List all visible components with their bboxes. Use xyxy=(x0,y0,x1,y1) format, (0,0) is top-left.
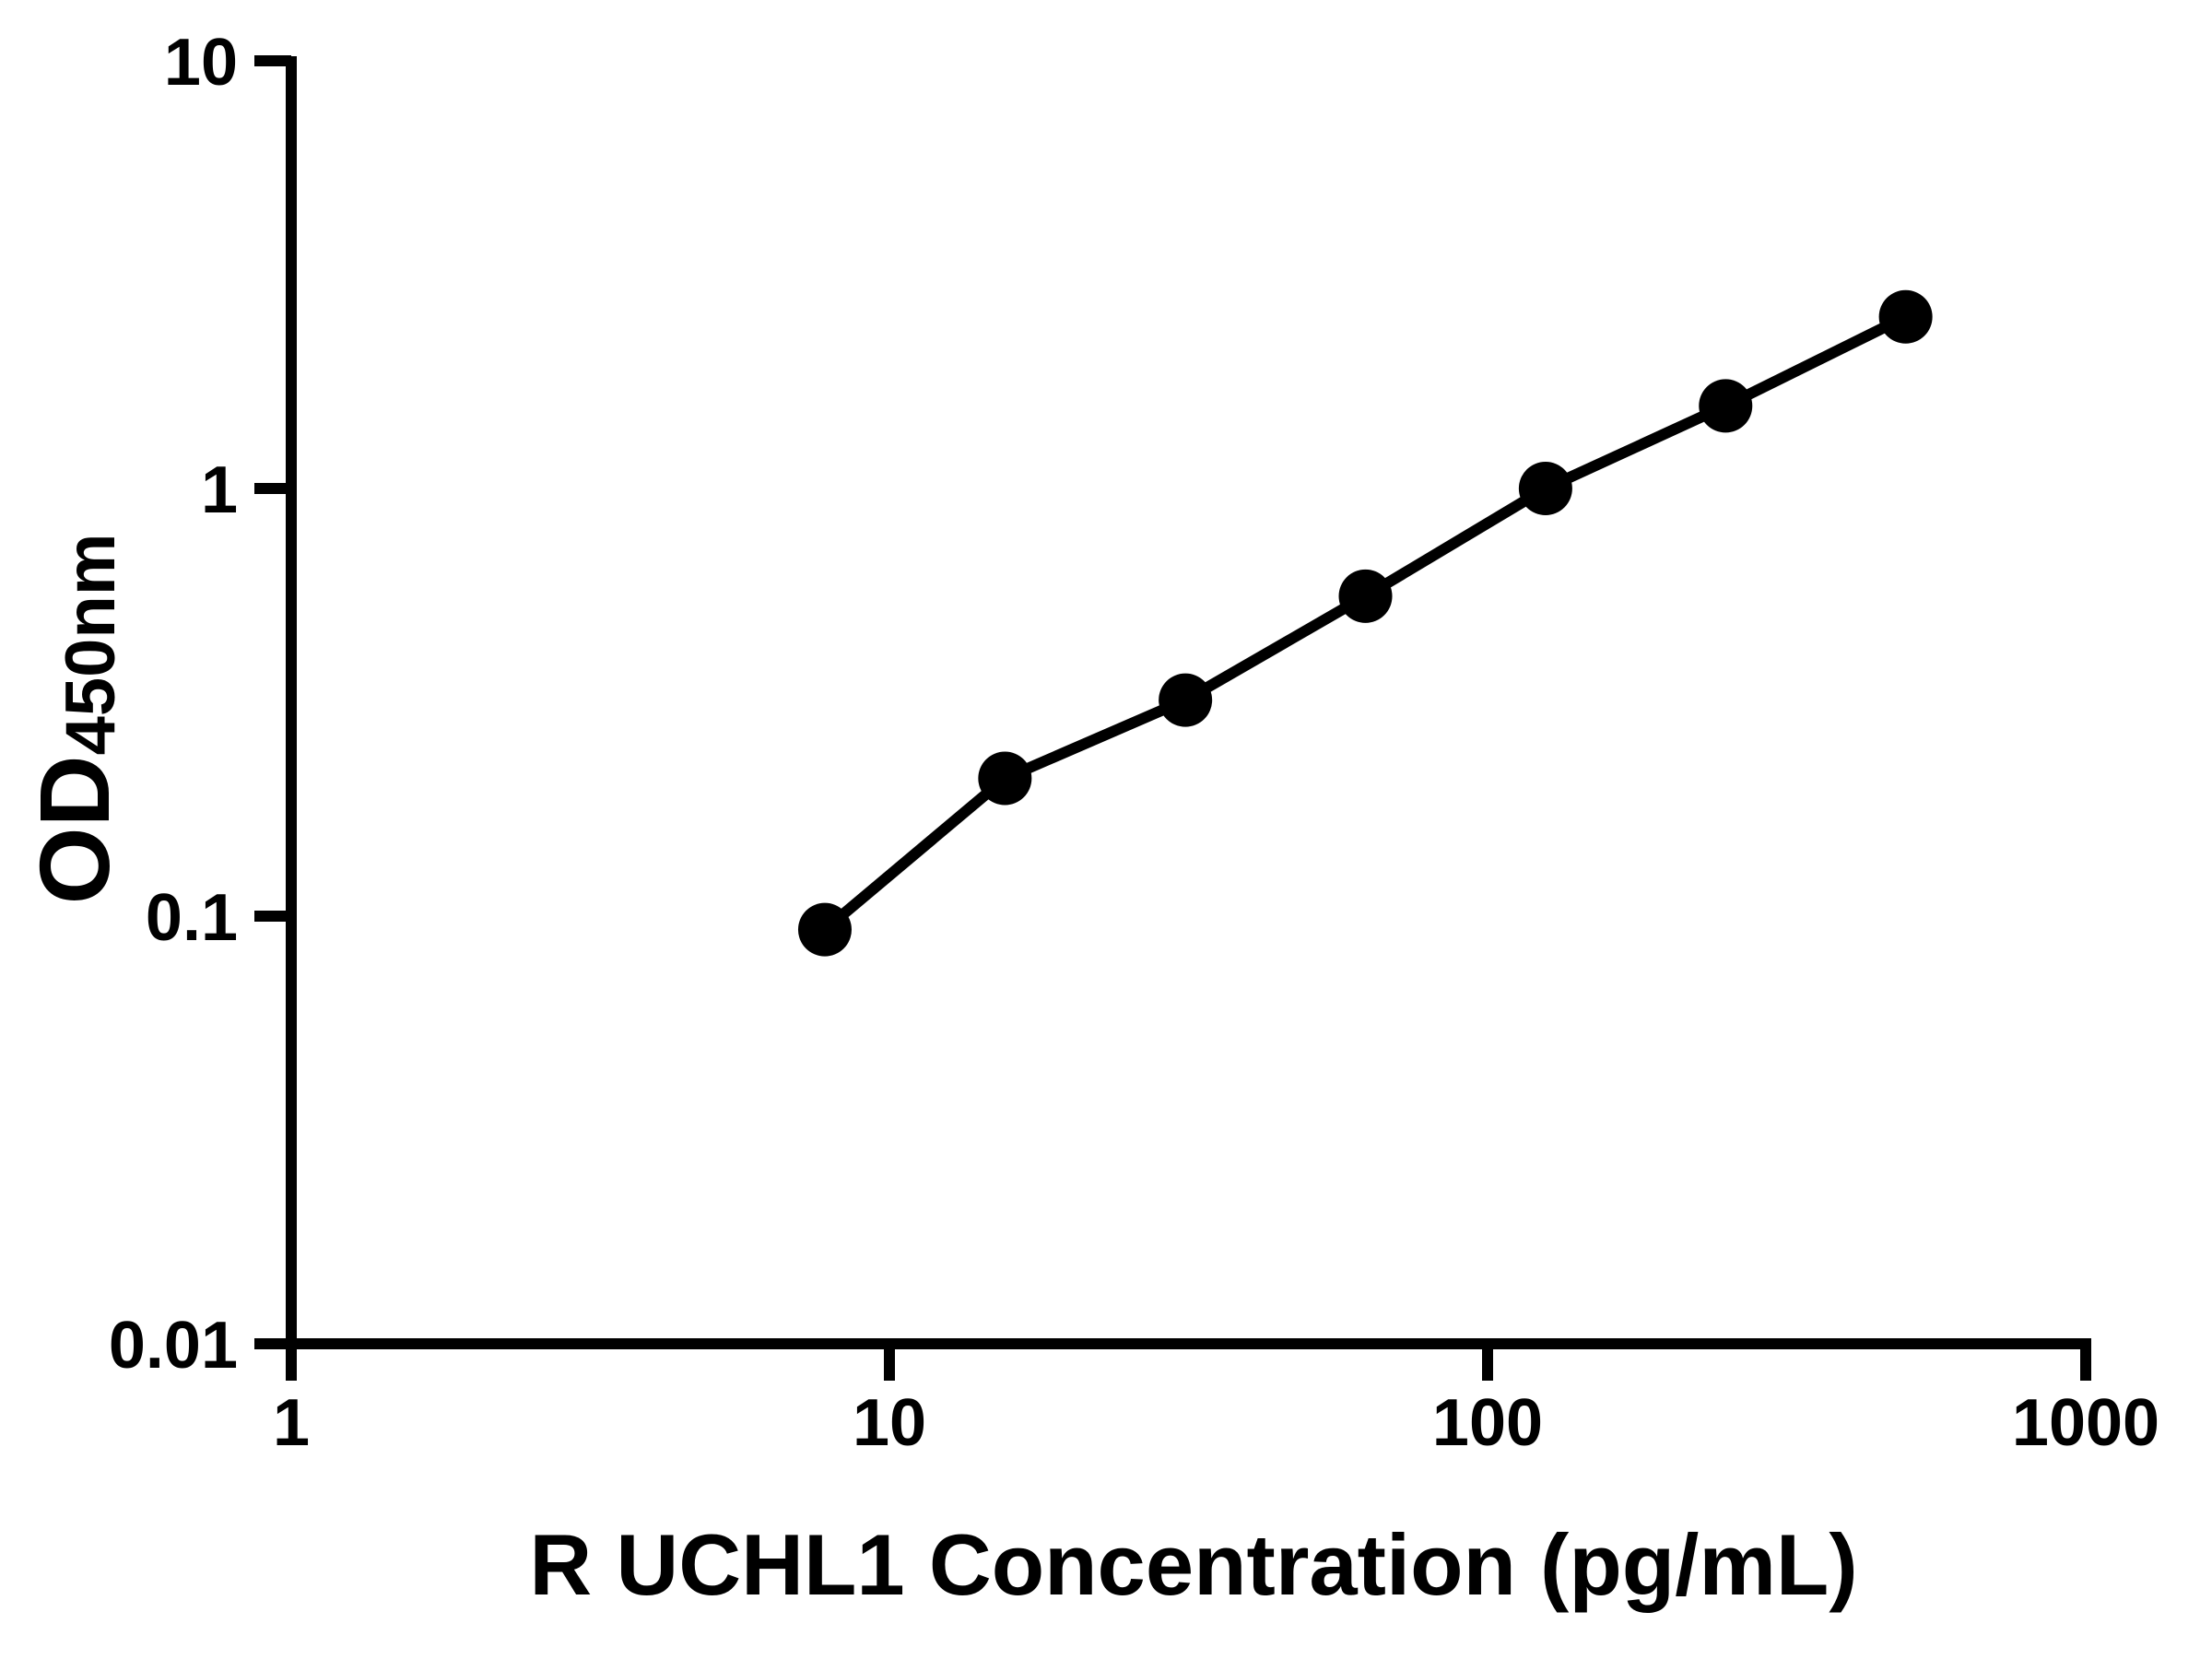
y-tick-label: 10 xyxy=(164,26,238,100)
y-axis-title-main: OD xyxy=(18,755,130,904)
y-axis-title-subscript: 450nm xyxy=(52,534,130,756)
x-axis-ticks xyxy=(286,1344,2091,1381)
y-axis-tick-labels: 0.01 0.1 1 10 xyxy=(109,26,238,1382)
y-tick-label: 0.01 xyxy=(109,1309,238,1382)
y-tick-label: 0.1 xyxy=(146,881,238,955)
data-point-marker xyxy=(1159,673,1213,727)
x-tick-label: 10 xyxy=(853,1386,926,1460)
y-axis-title: OD450nm xyxy=(18,534,130,905)
x-tick-label: 1 xyxy=(273,1386,310,1460)
x-tick-label: 1000 xyxy=(2012,1386,2159,1460)
data-point-marker xyxy=(1518,462,1572,515)
data-point-marker xyxy=(1699,379,1753,433)
data-point-marker xyxy=(797,902,852,957)
data-point-marker xyxy=(1338,569,1393,623)
series-standard-curve xyxy=(797,289,1933,957)
x-axis-tick-labels: 1 10 100 1000 xyxy=(273,1386,2159,1460)
y-tick-label: 1 xyxy=(201,453,238,527)
x-axis-title: R UCHL1 Concentration (pg/mL) xyxy=(529,1516,1857,1613)
data-point-marker xyxy=(1878,289,1933,344)
x-tick-label: 100 xyxy=(1432,1386,1543,1460)
data-point-marker xyxy=(978,751,1032,806)
y-axis-ticks xyxy=(254,55,291,1349)
